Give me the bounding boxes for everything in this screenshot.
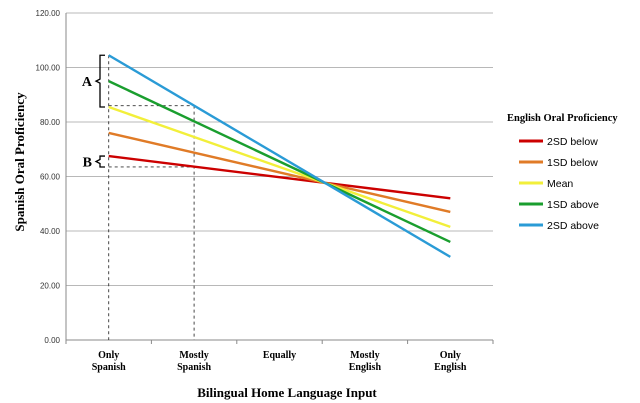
annotations: AB bbox=[82, 54, 105, 171]
x-axis-ticks: Only Spanish Mostly Spanish Equally Mostly Eng… bbox=[92, 350, 467, 373]
x-tick-label: Mostly English bbox=[349, 350, 382, 373]
legend-label: Mean bbox=[547, 178, 573, 190]
y-tick-label: 0.00 bbox=[44, 336, 60, 345]
y-tick-label: 100.00 bbox=[36, 64, 61, 73]
legend-label: 2SD below bbox=[547, 136, 598, 148]
legend-label: 1SD below bbox=[547, 157, 598, 169]
legend-items: 2SD below 1SD below Mean 1SD above 2SD above bbox=[519, 136, 599, 232]
y-tick-label: 60.00 bbox=[40, 173, 61, 182]
y-axis-ticks: 0.00 20.00 40.00 60.00 80.00 100.00 120.00 bbox=[36, 9, 61, 345]
y-tick-label: 80.00 bbox=[40, 118, 61, 127]
legend-title: English Oral Proficiency bbox=[507, 113, 618, 124]
bracket bbox=[94, 155, 105, 168]
legend: English Oral Proficiency 2SD below 1SD be… bbox=[507, 113, 618, 232]
bracket bbox=[94, 54, 105, 108]
series-line bbox=[108, 54, 451, 258]
series-lines bbox=[108, 54, 451, 258]
annotation-label: A bbox=[82, 75, 93, 90]
reference-lines bbox=[108, 55, 195, 340]
x-tick-label: Mostly Spanish bbox=[177, 350, 211, 373]
x-tick-label: Only Spanish bbox=[92, 350, 126, 373]
y-tick-label: 20.00 bbox=[40, 282, 61, 291]
x-axis-title: Bilingual Home Language Input bbox=[197, 385, 377, 400]
series-line bbox=[108, 80, 451, 243]
y-tick-label: 120.00 bbox=[36, 9, 61, 18]
legend-label: 2SD above bbox=[547, 220, 599, 232]
x-tick-label: Equally bbox=[263, 350, 296, 361]
legend-label: 1SD above bbox=[547, 199, 599, 211]
x-tick-label: Only English bbox=[434, 350, 467, 373]
annotation-label: B bbox=[83, 156, 92, 171]
series-line bbox=[108, 105, 451, 229]
y-axis-title: Spanish Oral Proficiency bbox=[12, 92, 27, 232]
series-line bbox=[108, 154, 451, 200]
grid-lines bbox=[65, 12, 494, 344]
y-tick-label: 40.00 bbox=[40, 227, 61, 236]
series-line bbox=[108, 131, 451, 214]
